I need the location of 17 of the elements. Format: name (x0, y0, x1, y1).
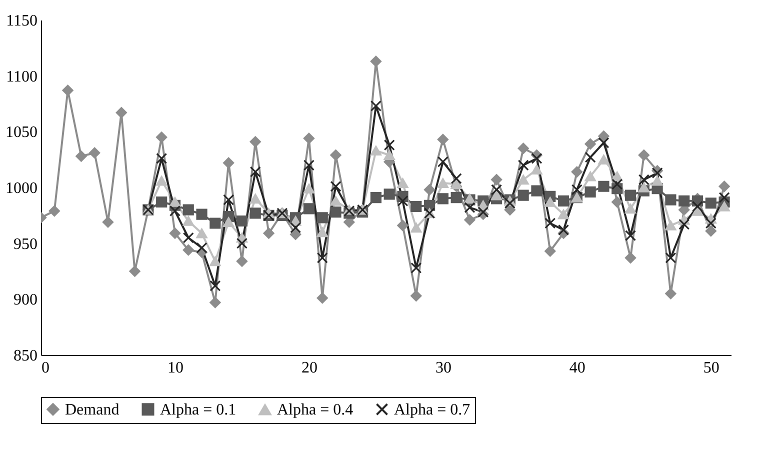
y-tick-label: 950 (14, 236, 38, 253)
y-tick-label: 1050 (6, 124, 38, 142)
x-tick-label: 10 (167, 360, 184, 376)
y-tick-label: 900 (14, 292, 38, 309)
y-tick-label: 1150 (6, 12, 38, 30)
y-tick-label: 1100 (6, 68, 38, 86)
x-tick-label: 30 (435, 360, 452, 376)
x-tick-label: 0 (42, 360, 50, 376)
legend-label: Alpha = 0.1 (160, 401, 236, 418)
y-tick-label: 1000 (6, 180, 38, 197)
legend-label: Demand (65, 401, 120, 418)
x-tick-label: 50 (703, 360, 720, 376)
x-tick-label: 40 (569, 360, 586, 376)
y-tick-label: 850 (14, 348, 38, 364)
legend-label: Alpha = 0.4 (277, 402, 354, 419)
x-tick-label: 20 (301, 360, 318, 376)
legend-label: Alpha = 0.7 (394, 401, 470, 418)
